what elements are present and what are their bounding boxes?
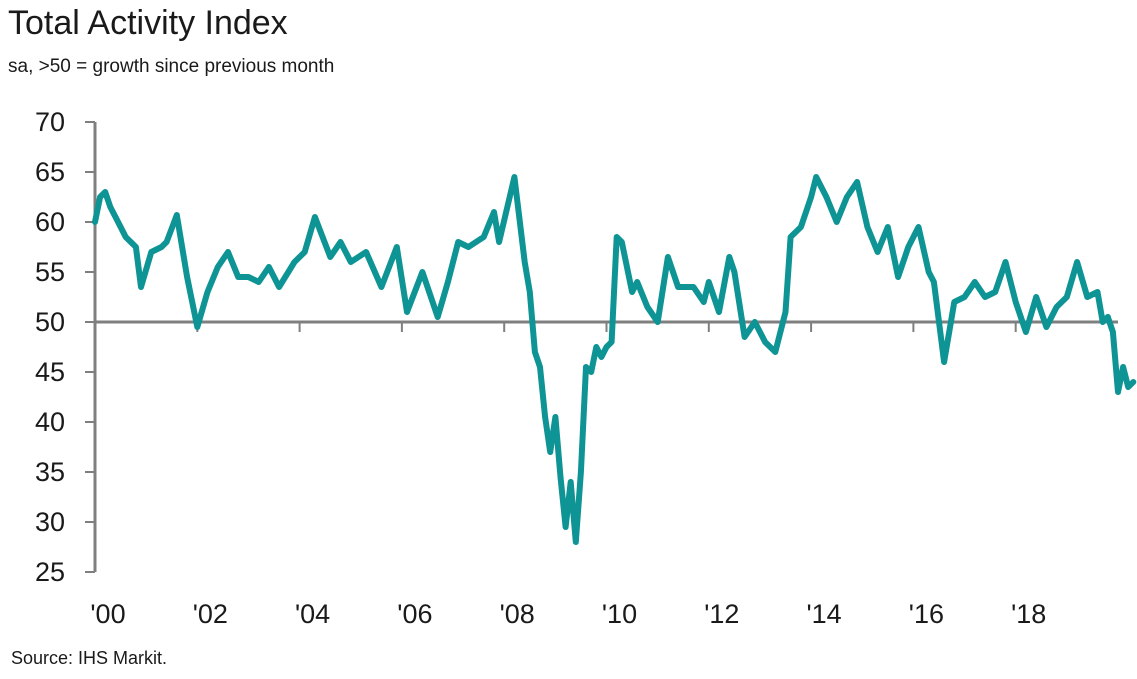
y-tick-label: 25 bbox=[35, 557, 65, 587]
y-tick-label: 65 bbox=[35, 157, 65, 187]
series-group bbox=[92, 174, 1137, 545]
y-tick-label: 35 bbox=[35, 457, 65, 487]
y-tick-label: 70 bbox=[35, 107, 65, 137]
y-tick-label: 45 bbox=[35, 357, 65, 387]
x-tick-label: '10 bbox=[602, 599, 637, 629]
x-tick-label: '08 bbox=[500, 599, 535, 629]
y-tick-label: 40 bbox=[35, 407, 65, 437]
reference-line-group bbox=[94, 320, 1118, 332]
x-tick-labels: '00 '02 '04 '06 '08 '10 '12 '14 '16 '18 bbox=[90, 599, 1046, 629]
x-tick-label: '14 bbox=[807, 599, 842, 629]
chart-subtitle: sa, >50 = growth since previous month bbox=[8, 56, 335, 77]
y-tick-label: 50 bbox=[35, 307, 65, 337]
x-tick-label: '12 bbox=[704, 599, 739, 629]
x-tick-label: '06 bbox=[397, 599, 432, 629]
chart-source: Source: IHS Markit. bbox=[11, 648, 168, 668]
x-tick-label: '16 bbox=[909, 599, 944, 629]
y-tick-label: 30 bbox=[35, 507, 65, 537]
y-tick-label: 60 bbox=[35, 207, 65, 237]
x-tick-label: '02 bbox=[193, 599, 228, 629]
y-tick-label: 55 bbox=[35, 257, 65, 287]
chart-title: Total Activity Index bbox=[8, 4, 288, 42]
series-line-2 bbox=[1104, 314, 1137, 395]
axes bbox=[85, 121, 97, 573]
x-tick-label: '04 bbox=[295, 599, 330, 629]
x-tick-label: '00 bbox=[90, 599, 125, 629]
x-tick-label: '18 bbox=[1011, 599, 1046, 629]
series-line-1 bbox=[92, 174, 1111, 545]
y-tick-labels: 70 65 60 55 50 45 40 35 30 25 bbox=[35, 107, 65, 587]
